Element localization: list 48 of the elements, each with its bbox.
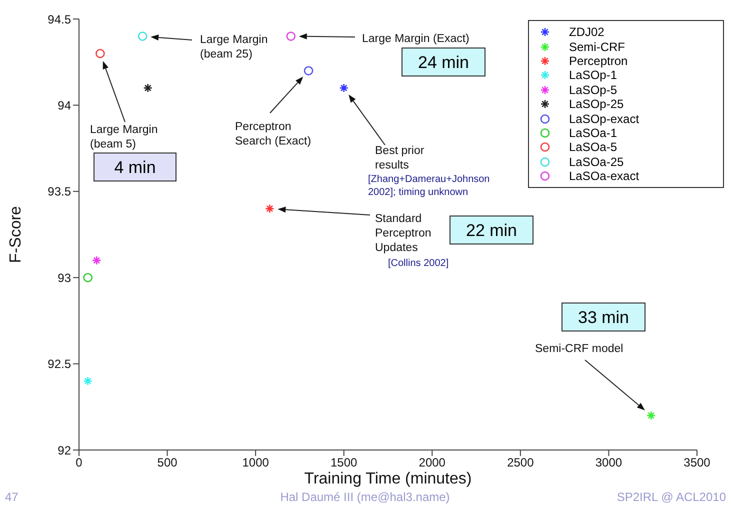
- y-tick-label: 93: [58, 270, 72, 285]
- legend-label: ZDJ02: [569, 25, 604, 40]
- legend-label: Semi-CRF: [569, 40, 625, 54]
- annotation: 24 min: [418, 53, 470, 72]
- y-tick-label: 94.5: [48, 12, 72, 26]
- annotation: Large Margin (beam 25): [200, 34, 268, 60]
- annotation: Large Margin (beam 5): [90, 124, 158, 150]
- annotation: Perceptron Search (Exact): [235, 121, 312, 148]
- annotation: [Zhang+Damerau+Johnson 2002]; timing unknown: [368, 174, 490, 198]
- y-tick-label: 92.5: [48, 357, 72, 372]
- x-tick-label: 2000: [418, 456, 446, 470]
- x-axis-title: Training Time (minutes): [304, 470, 472, 488]
- legend-label: LaSOp-exact: [569, 112, 640, 126]
- legend-label: LaSOa-25: [569, 154, 624, 169]
- point: [138, 32, 148, 41]
- text: Hal Daumé III (me@hal3.name): [280, 490, 450, 504]
- annotation: 4 min: [114, 158, 156, 177]
- x-tick-label: 500: [157, 456, 178, 470]
- text: 47: [5, 490, 19, 504]
- x-tick-label: 2500: [507, 456, 534, 470]
- y-tick-label: 94: [58, 98, 72, 112]
- x-tick-label: 1000: [242, 456, 270, 470]
- x-tick-label: 0: [76, 456, 83, 470]
- legend-label: LaSOp-1: [569, 68, 618, 82]
- legend-label: LaSOp-25: [569, 97, 624, 112]
- x-tick-label: 1500: [330, 456, 358, 470]
- annotation: Best prior results: [375, 145, 424, 172]
- annotation: 33 min: [578, 308, 630, 327]
- legend-label: LaSOp-5: [569, 82, 618, 97]
- y-tick-label: 93.5: [48, 184, 72, 199]
- annotation: Standard Perceptron Updates: [375, 213, 432, 254]
- point: [304, 66, 314, 76]
- x-tick-label: 3500: [684, 456, 711, 470]
- legend-label: Perceptron: [569, 54, 628, 68]
- annotation: Semi-CRF model: [535, 343, 624, 355]
- legend-label: LaSOa-1: [569, 126, 618, 140]
- annotation: 22 min: [466, 221, 518, 240]
- point: [83, 272, 92, 282]
- annotation: [Collins 2002]: [388, 258, 449, 269]
- annotation: Large Margin (Exact): [362, 33, 470, 45]
- legend-label: LaSOa-5: [569, 140, 618, 154]
- text: SP2IRL @ ACL2010: [616, 490, 726, 504]
- y-axis-title: F-Score: [8, 206, 25, 263]
- x-tick-label: 3000: [595, 456, 622, 470]
- y-tick-label: 92: [58, 443, 72, 458]
- point: [286, 32, 296, 41]
- point: [96, 48, 105, 58]
- legend-label: LaSOa-exact: [569, 169, 640, 184]
